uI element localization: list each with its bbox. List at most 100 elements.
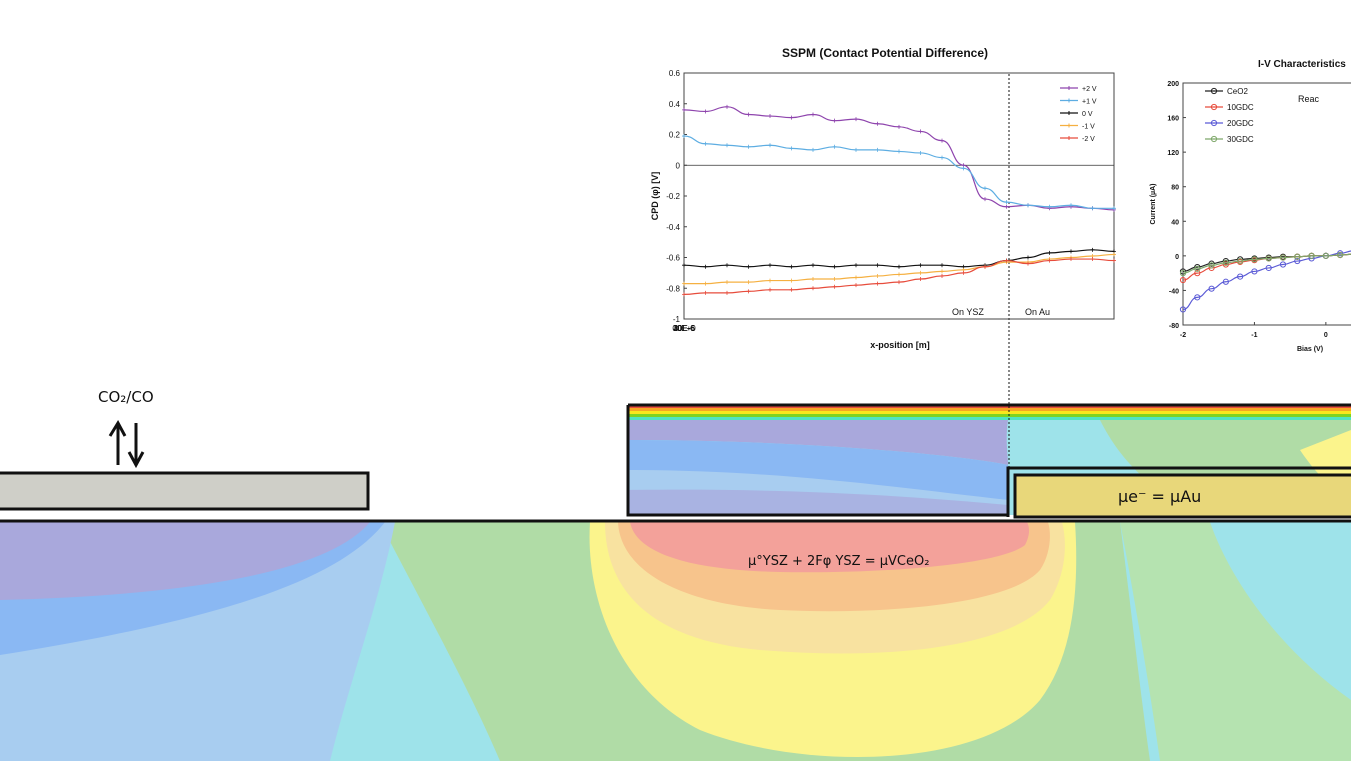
data-point (1251, 268, 1258, 275)
iv-y-axis-label: Current (µA) (1150, 184, 1157, 225)
data-point (682, 107, 686, 112)
data-point (1265, 264, 1272, 272)
y-tick-label: 0.4 (669, 100, 681, 109)
series-line-2 (1182, 250, 1351, 311)
field-red-dome (630, 522, 1030, 573)
data-point (918, 263, 923, 268)
data-point (918, 150, 923, 155)
data-point (1004, 258, 1009, 263)
data-point (1179, 306, 1187, 313)
data-point (961, 166, 966, 171)
data-point (811, 286, 815, 291)
data-point (1179, 270, 1187, 277)
data-point (1337, 251, 1344, 259)
data-point (1112, 206, 1116, 211)
ysz-film-violet (628, 420, 1008, 465)
legend-label: 10GDC (1227, 103, 1254, 112)
data-point (1222, 261, 1229, 268)
data-point (940, 138, 944, 143)
data-point (1194, 294, 1201, 301)
data-point (746, 144, 751, 149)
data-point (875, 281, 880, 286)
data-point (789, 146, 794, 151)
iv-plot-frame (1182, 82, 1351, 326)
gas-label: CO₂/CO (98, 388, 154, 406)
legend-marker (1210, 103, 1218, 111)
data-point (897, 124, 901, 129)
rainbow-green (628, 414, 1351, 417)
data-point (703, 141, 708, 146)
data-point (768, 287, 772, 292)
data-point (1047, 204, 1052, 209)
data-point (1222, 259, 1229, 266)
data-point (1069, 257, 1073, 262)
data-point (1222, 278, 1229, 285)
data-point (1112, 258, 1116, 263)
data-point (789, 115, 794, 120)
rainbow-yellow (628, 411, 1351, 414)
legend-marker (1067, 98, 1071, 103)
ysz-film-violet-bottom (628, 489, 1008, 515)
data-point (1208, 260, 1215, 267)
data-point (875, 121, 880, 126)
x-tick-label: 00E+0 (672, 324, 696, 333)
data-point (1194, 265, 1201, 272)
data-point (897, 264, 901, 269)
legend-marker (1210, 135, 1218, 143)
data-point (1322, 252, 1329, 259)
data-point (1090, 206, 1095, 211)
ceria-electrode-left (0, 471, 370, 511)
x-tick-label: 20E-6 (673, 324, 695, 333)
x-tick-label: 30E-6 (673, 324, 695, 333)
x-tick-label: 40E-6 (673, 324, 695, 333)
data-point (703, 264, 708, 269)
data-point (983, 186, 987, 191)
data-point (1279, 261, 1287, 268)
y-tick-label: 200 (1167, 81, 1179, 88)
x-tick-label: 0 (1324, 332, 1328, 339)
data-point (789, 264, 794, 269)
y-tick-label: 160 (1167, 116, 1179, 123)
ysz-film-blue (628, 440, 1008, 500)
data-point (1090, 257, 1095, 262)
data-point (897, 149, 901, 154)
data-point (746, 112, 751, 117)
iv-x-axis-label: Bias (V) (1297, 346, 1323, 353)
data-point (1237, 257, 1244, 265)
iv-annotation-reac: Reac (1298, 94, 1320, 104)
data-point (1222, 257, 1229, 265)
data-point (875, 147, 880, 152)
legend-label: 20GDC (1227, 119, 1254, 128)
legend-marker (1067, 111, 1071, 115)
data-point (746, 289, 751, 294)
ysz-film-outline (626, 403, 1351, 517)
data-point (1237, 273, 1244, 280)
data-point (832, 264, 837, 269)
gold-electrode (1013, 473, 1351, 519)
data-point (1279, 254, 1287, 261)
data-point (746, 264, 751, 269)
legend-label: +1 V (1082, 99, 1097, 106)
y-tick-label: 80 (1171, 185, 1179, 192)
data-point (1090, 247, 1095, 252)
y-tick-label: 40 (1171, 219, 1179, 226)
data-point (682, 281, 686, 286)
data-point (703, 109, 708, 114)
data-point (854, 275, 858, 280)
y-tick-label: 120 (1167, 150, 1179, 157)
data-point (854, 147, 858, 152)
legend-label: -2 V (1082, 136, 1095, 143)
legend-label: +2 V (1082, 86, 1097, 93)
series-line-3 (1182, 253, 1351, 274)
data-point (854, 117, 858, 122)
y-tick-label: -1 (673, 315, 681, 324)
legend-label: 0 V (1082, 111, 1093, 118)
data-point (768, 278, 772, 283)
x-tick-label: -2 (1180, 332, 1186, 339)
data-point (1294, 253, 1301, 260)
data-point (854, 263, 858, 268)
sspm-y-axis-label: CPD (φ) [V] (650, 172, 660, 220)
substrate-field (0, 522, 1351, 761)
y-tick-label: 0.2 (669, 131, 681, 140)
legend-marker (1210, 87, 1218, 95)
